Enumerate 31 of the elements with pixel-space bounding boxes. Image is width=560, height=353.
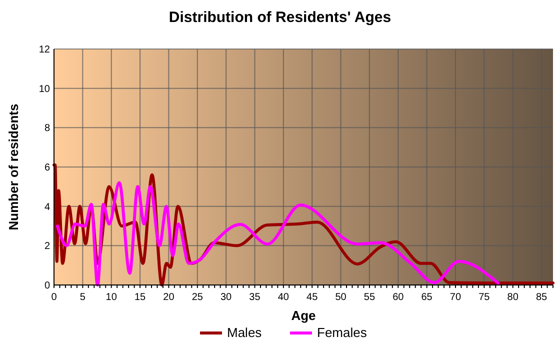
x-tick-label: 40 (278, 292, 290, 303)
x-tick-label: 45 (306, 292, 318, 303)
x-tick-label: 10 (106, 292, 118, 303)
y-tick-label: 6 (44, 162, 50, 174)
legend-label: Females (317, 325, 368, 340)
x-tick-label: 35 (249, 292, 261, 303)
x-tick-label: 75 (478, 292, 490, 303)
y-axis-title: Number of residents (6, 104, 21, 230)
x-axis-title: Age (291, 308, 316, 323)
x-tick-label: 80 (507, 292, 519, 303)
y-tick-label: 12 (38, 44, 50, 56)
x-tick-label: 65 (421, 292, 433, 303)
chart-title: Distribution of Residents' Ages (168, 9, 392, 26)
x-tick-label: 85 (536, 292, 548, 303)
x-tick-label: 25 (192, 292, 204, 303)
x-tick-label: 70 (450, 292, 462, 303)
x-tick-label: 0 (51, 292, 58, 303)
x-tick-label: 60 (392, 292, 404, 303)
line-series (56, 181, 500, 286)
x-tick-label: 55 (364, 292, 376, 303)
legend-label: Males (227, 325, 262, 340)
x-tick-label: 15 (134, 292, 146, 303)
y-tick-label: 0 (44, 280, 50, 292)
x-tick-label: 50 (335, 292, 347, 303)
y-tick-label: 2 (44, 241, 50, 252)
x-tick-label: 30 (220, 292, 232, 303)
x-tick-label: 20 (163, 292, 175, 303)
y-tick-label: 4 (44, 202, 50, 213)
y-tick-label: 10 (38, 84, 50, 95)
y-tick-label: 8 (44, 123, 50, 134)
x-tick-label: 5 (80, 292, 86, 303)
